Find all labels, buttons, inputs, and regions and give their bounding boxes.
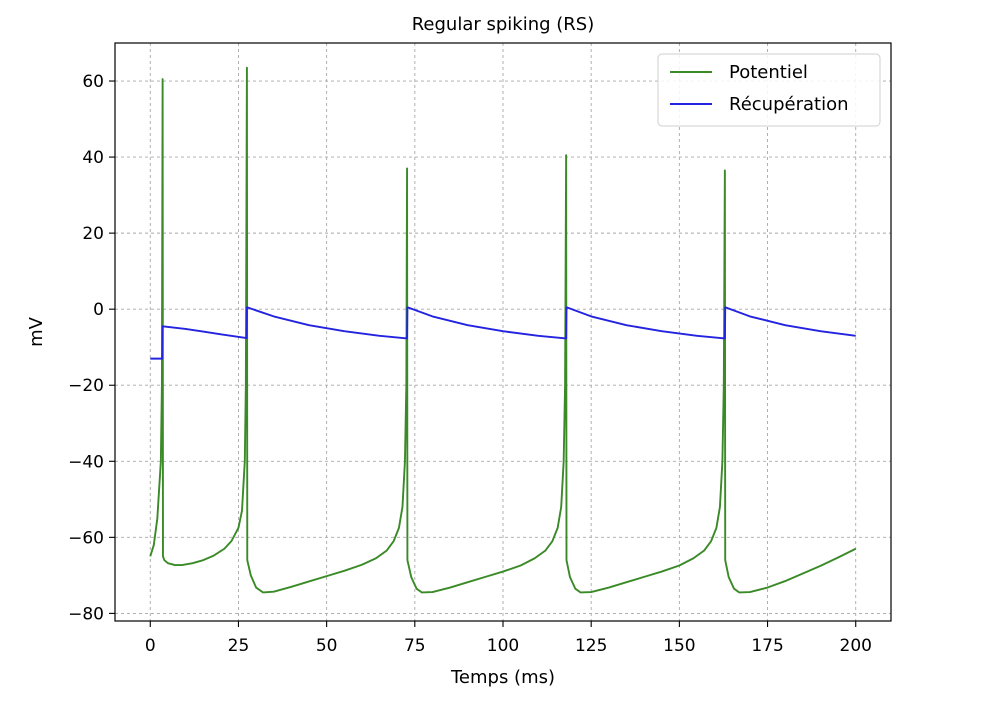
y-axis: −80 −60 −40 −20 0 20 40 60 [68,72,115,624]
legend-label-recuperation: Récupération [729,94,849,115]
x-axis: 0 25 50 75 100 125 150 175 200 [145,621,872,656]
y-tick-label: 60 [82,72,104,92]
y-tick-label: 40 [82,148,104,168]
x-tick-label: 25 [228,636,250,656]
series-line-recuperation [150,306,856,360]
legend-box [657,53,881,127]
x-tick-label: 75 [404,636,426,656]
y-tick-label: −40 [68,452,104,472]
y-tick-label: −80 [68,604,104,624]
x-tick-label: 175 [751,636,783,656]
y-tick-label: 20 [82,224,104,244]
series-line-potentiel [149,66,857,594]
x-tick-label: 0 [145,636,156,656]
x-tick-label: 150 [663,636,695,656]
x-tick-label: 100 [487,636,519,656]
y-tick-label: −20 [68,376,104,396]
x-tick-label: 200 [840,636,872,656]
x-tick-label: 50 [316,636,338,656]
series-layer [149,66,857,594]
legend-label-potentiel: Potentiel [729,62,808,83]
y-tick-label: −60 [68,528,104,548]
x-tick-label: 125 [575,636,607,656]
x-axis-title: Temps (ms) [450,667,555,688]
y-axis-title: mV [26,316,47,347]
y-tick-label: 0 [93,300,104,320]
chart-title: Regular spiking (RS) [412,14,595,35]
legend: Potentiel Récupération [657,53,881,127]
